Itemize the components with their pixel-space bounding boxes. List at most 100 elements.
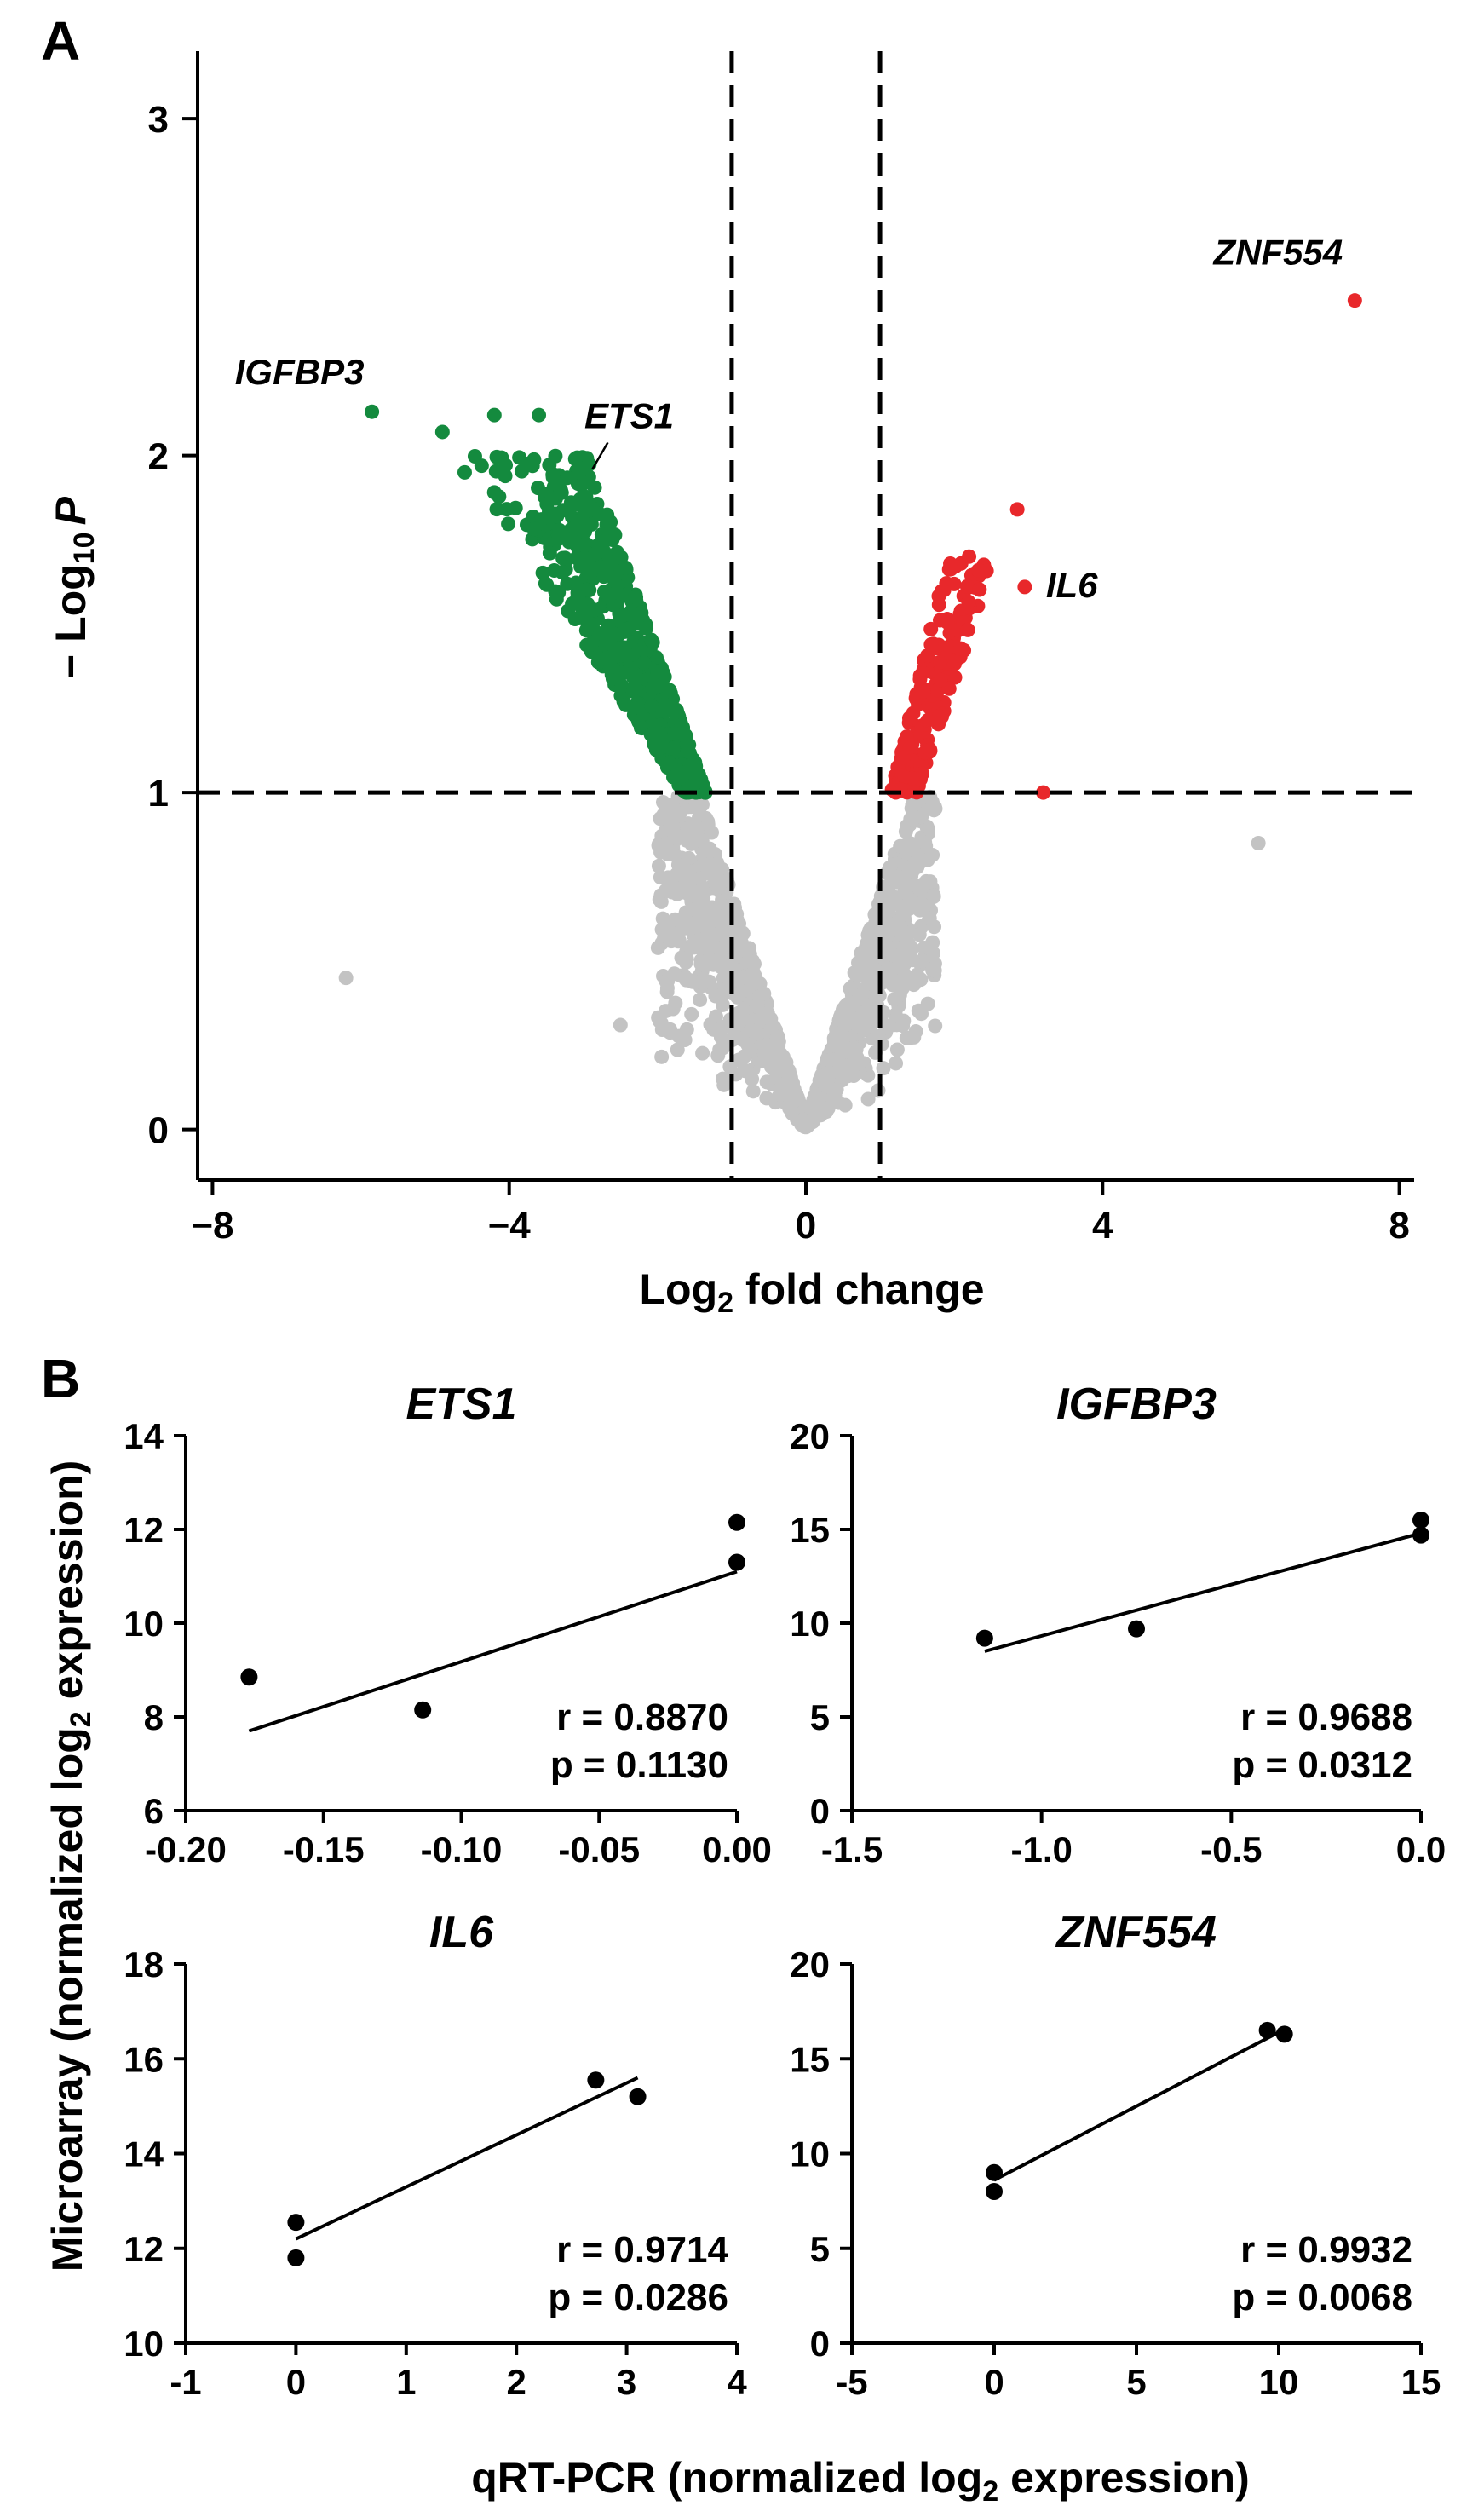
- subplot-y-tick-label: 6: [144, 1791, 164, 1831]
- subplot-x-tick-label: 10: [1259, 2362, 1299, 2402]
- up-point: [923, 742, 938, 757]
- down-point: [542, 545, 557, 561]
- ns-point: [771, 1034, 786, 1049]
- subplot-y-tick-label: 10: [124, 2324, 164, 2364]
- ns-point: [912, 883, 928, 898]
- ns-point: [909, 967, 924, 982]
- gene-label-leader: [591, 441, 609, 470]
- up-point: [939, 576, 954, 591]
- subplot-y-tick-label: 5: [810, 2229, 830, 2269]
- volcano-annotations: ZNF554 IGFBP3 ETS1 IL6: [235, 233, 1343, 605]
- up-point: [902, 740, 917, 755]
- gene-label: ETS1: [584, 395, 674, 435]
- ns-point: [848, 1042, 864, 1057]
- ns-point: [889, 1042, 905, 1057]
- ns-point: [651, 858, 666, 873]
- ns-point: [908, 1024, 923, 1040]
- subplot-title: ETS1: [406, 1379, 516, 1429]
- ns-point: [873, 924, 889, 939]
- down-point: [644, 699, 659, 714]
- subplot-x-tick-label: -0.05: [558, 1829, 640, 1869]
- ns-point: [859, 1009, 874, 1024]
- correlation-p-label: p = 0.1130: [550, 1744, 728, 1786]
- up-labeled-point: [1017, 579, 1032, 595]
- ns-labeled-point: [613, 1017, 628, 1033]
- subplot-x-tick-label: -0.15: [283, 1829, 365, 1869]
- subplot-y-tick-label: 20: [790, 1944, 830, 1984]
- down-point: [665, 740, 681, 756]
- up-point: [901, 711, 917, 726]
- down-labeled-point: [486, 407, 502, 423]
- data-point: [986, 2183, 1003, 2200]
- ns-point: [653, 1016, 669, 1031]
- ns-point: [703, 856, 718, 872]
- ns-point: [807, 1089, 822, 1104]
- ns-point: [927, 919, 942, 935]
- panel-b-letter: B: [41, 1348, 80, 1409]
- data-point: [1258, 2021, 1276, 2039]
- ns-point: [823, 1052, 838, 1068]
- ns-point: [700, 935, 716, 950]
- data-point: [728, 1553, 745, 1571]
- subplot-x-tick-label: -5: [836, 2362, 867, 2402]
- ns-point: [679, 972, 694, 988]
- volcano-plot: −8 −4 0 4 8 0 1 2 3 ZNF554 IGFBP3 ETS1 IL6: [148, 51, 1414, 1247]
- regression-line: [984, 1531, 1422, 1653]
- ns-point: [787, 1086, 802, 1102]
- data-point: [629, 2088, 647, 2105]
- volcano-y-tick-label: 3: [148, 99, 169, 141]
- volcano-x-axis-title: Log2 fold change: [639, 1265, 984, 1319]
- down-point: [629, 590, 644, 605]
- ns-point: [848, 966, 863, 982]
- down-point: [607, 570, 622, 585]
- ns-point: [715, 1071, 730, 1086]
- down-point: [581, 475, 596, 490]
- down-point: [569, 550, 584, 566]
- subplot-x-tick-label: -0.5: [1200, 1829, 1262, 1869]
- up-labeled-point: [1009, 502, 1025, 517]
- ns-labeled-point: [338, 971, 354, 986]
- subplot-y-tick-label: 20: [790, 1416, 830, 1456]
- data-point: [1275, 2025, 1293, 2043]
- ns-point: [654, 922, 670, 937]
- ns-point: [759, 1091, 774, 1106]
- regression-line: [993, 2030, 1280, 2182]
- ns-point: [925, 848, 940, 863]
- subplot-title: IGFBP3: [1056, 1379, 1217, 1429]
- up-point: [923, 621, 939, 636]
- subplot-ets1: 6 8 10 12 14 -0.20 -0.15 -0.10 -0.05 0.00 ETS1 r = …: [124, 1379, 772, 1869]
- down-labeled-point: [365, 404, 380, 419]
- ns-point: [756, 986, 772, 1001]
- ns-point: [668, 995, 683, 1011]
- data-point: [1412, 1512, 1429, 1529]
- down-point: [557, 550, 572, 566]
- subplot-x-tick-label: 4: [727, 2362, 747, 2402]
- ns-point: [756, 1045, 772, 1060]
- ns-point: [745, 1084, 761, 1099]
- down-point: [539, 577, 555, 592]
- down-point: [548, 448, 563, 464]
- subplot-y-tick-label: 8: [144, 1697, 164, 1737]
- ns-point: [886, 891, 901, 907]
- down-point: [489, 502, 504, 517]
- down-point: [653, 726, 668, 741]
- ns-point: [846, 998, 861, 1013]
- down-point: [618, 560, 633, 575]
- up-point: [961, 594, 976, 609]
- up-point: [960, 622, 975, 637]
- ns-point: [700, 816, 716, 832]
- up-point: [943, 562, 958, 577]
- ns-point: [905, 953, 920, 968]
- ns-point: [795, 1112, 810, 1127]
- ns-point: [701, 843, 716, 858]
- subplot-title: ZNF554: [1055, 1908, 1217, 1957]
- subplot-y-tick-label: 14: [124, 2134, 164, 2174]
- subplot-y-tick-label: 0: [810, 1791, 830, 1831]
- ns-point: [760, 1074, 775, 1090]
- ns-point: [903, 811, 918, 827]
- ns-point: [906, 842, 921, 857]
- down-point: [567, 452, 583, 467]
- ns-point: [737, 1049, 752, 1064]
- ns-point: [743, 971, 758, 987]
- ns-point: [861, 935, 877, 950]
